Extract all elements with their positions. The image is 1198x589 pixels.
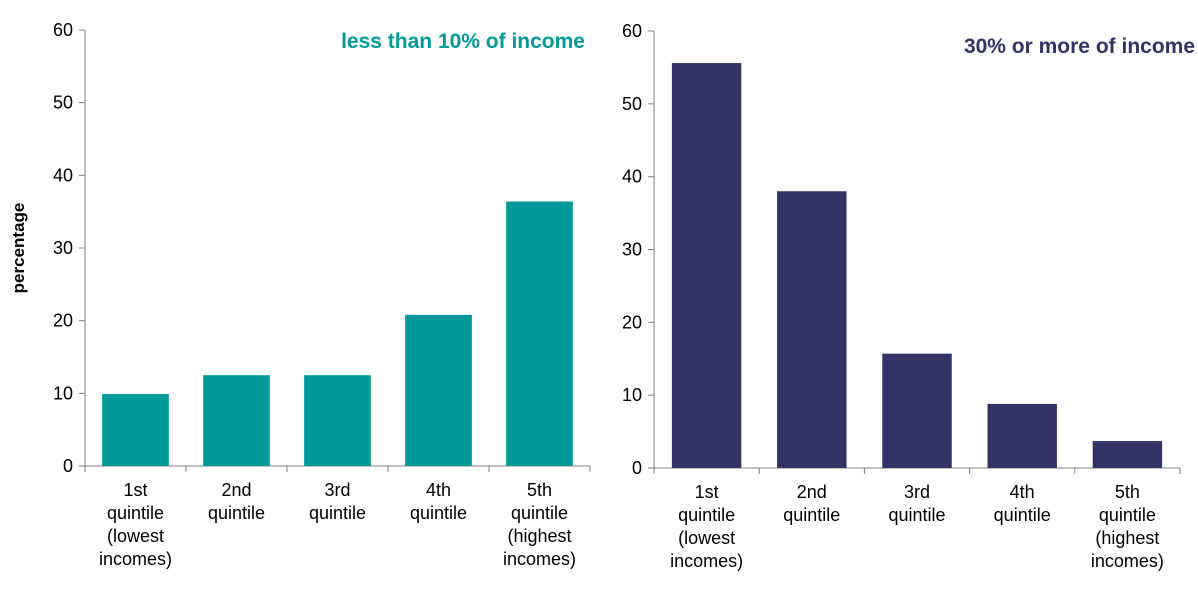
bar bbox=[506, 201, 573, 466]
y-tick-label: 50 bbox=[53, 93, 73, 113]
x-tick-label: 2nd quintile bbox=[783, 482, 840, 525]
x-tick-label: 2nd quintile bbox=[208, 480, 265, 523]
bar bbox=[203, 375, 270, 466]
x-tick-label: 5th quintile (highest incomes) bbox=[1091, 482, 1164, 571]
x-tick-label: 4th quintile bbox=[994, 482, 1051, 525]
y-tick-label: 40 bbox=[622, 167, 642, 187]
x-tick-label: 3rd quintile bbox=[309, 480, 366, 523]
y-tick-label: 0 bbox=[63, 456, 73, 476]
bar bbox=[671, 63, 742, 469]
y-tick-label: 10 bbox=[53, 383, 73, 403]
y-tick-label: 20 bbox=[622, 312, 642, 332]
x-tick-label: 3rd quintile bbox=[888, 482, 945, 525]
y-tick-label: 20 bbox=[53, 311, 73, 331]
bar bbox=[102, 394, 169, 466]
x-tick-label: 4th quintile bbox=[410, 480, 467, 523]
y-tick-label: 30 bbox=[622, 240, 642, 260]
y-axis-label: percentage bbox=[9, 203, 28, 294]
y-tick-label: 60 bbox=[622, 21, 642, 41]
bar bbox=[1092, 441, 1163, 468]
bar bbox=[882, 353, 952, 468]
y-tick-label: 0 bbox=[632, 458, 642, 478]
y-tick-label: 60 bbox=[53, 20, 73, 40]
chart-title: 30% or more of income bbox=[964, 35, 1195, 58]
bar bbox=[777, 191, 847, 468]
y-tick-label: 40 bbox=[53, 165, 73, 185]
bar bbox=[304, 375, 371, 466]
y-tick-label: 30 bbox=[53, 238, 73, 258]
y-tick-label: 10 bbox=[622, 385, 642, 405]
x-tick-label: 1st quintile (lowest incomes) bbox=[670, 482, 743, 571]
x-tick-label: 5th quintile (highest incomes) bbox=[503, 480, 576, 569]
bar bbox=[405, 314, 472, 466]
chart-title: less than 10% of income bbox=[341, 30, 585, 53]
x-tick-label: 1st quintile (lowest incomes) bbox=[99, 480, 172, 569]
bar bbox=[987, 403, 1057, 468]
y-tick-label: 50 bbox=[622, 94, 642, 114]
